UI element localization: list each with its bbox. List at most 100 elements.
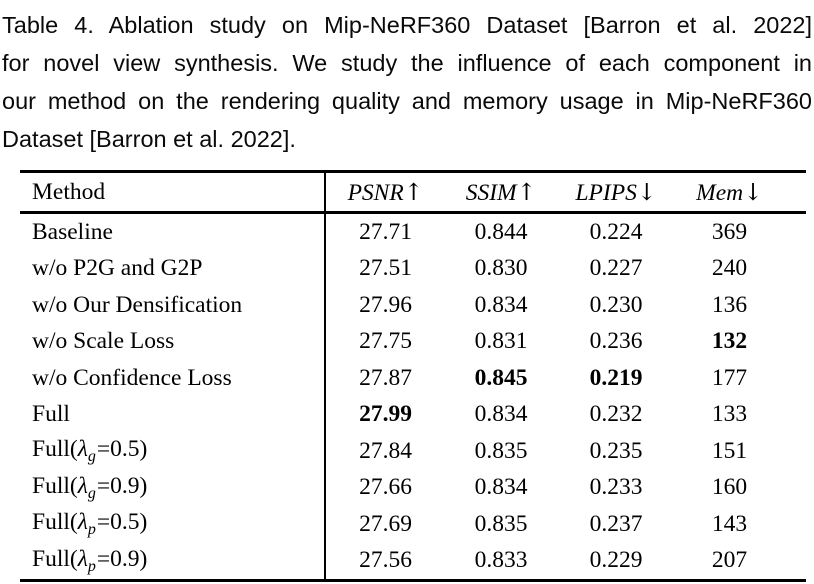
lambda-subscript: g: [87, 448, 96, 466]
col-header-mem: Mem↓: [675, 171, 806, 214]
cell-ssim: 0.833: [474, 547, 528, 574]
method-label: w/o Our Densification: [32, 291, 243, 318]
cell-psnr: 27.56: [359, 547, 412, 574]
cell-mem: 207: [711, 547, 748, 574]
method-label: Full(: [32, 472, 78, 499]
cell-psnr: 27.66: [359, 474, 412, 501]
method-label-suffix: =0.5): [96, 509, 148, 536]
method-label: Baseline: [32, 218, 113, 245]
table-row: w/o Confidence Loss 27.87 0.845 0.219 17…: [20, 360, 806, 397]
cell-method: w/o Scale Loss: [20, 323, 326, 360]
cell-lpips: 0.224: [589, 218, 643, 245]
down-arrow-icon: ↓: [743, 177, 763, 206]
cell-mem: 177: [711, 364, 748, 391]
col-header-psnr: PSNR↑: [325, 171, 445, 214]
cell-psnr: 27.75: [359, 328, 412, 355]
table-row: w/o P2G and G2P 27.51 0.830 0.227 240: [20, 250, 806, 287]
col-header-lpips-label: LPIPS: [575, 179, 637, 206]
table-row: Baseline 27.71 0.844 0.224 369: [20, 212, 806, 251]
cell-mem: 160: [711, 474, 748, 501]
up-arrow-icon: ↑: [516, 177, 537, 206]
cell-lpips: 0.230: [589, 291, 643, 318]
cell-mem: 132: [711, 328, 748, 355]
method-label: Full(: [32, 436, 78, 463]
cell-lpips: 0.237: [589, 510, 643, 537]
cell-mem: 133: [711, 401, 748, 428]
caption-line: Table 4. Ablation study on Mip-NeRF360 D…: [2, 12, 812, 38]
method-label-suffix: =0.9): [96, 472, 148, 499]
cell-method: Full: [20, 396, 326, 433]
col-header-method: Method: [20, 171, 326, 214]
cell-method: w/o Confidence Loss: [20, 360, 326, 397]
lambda-symbol: λ: [77, 436, 88, 463]
table-row: w/o Our Densification 27.96 0.834 0.230 …: [20, 287, 806, 324]
table-row: w/o Scale Loss 27.75 0.831 0.236 132: [20, 323, 806, 360]
lambda-symbol: λ: [77, 472, 88, 499]
table-row: Full 27.99 0.834 0.232 133: [20, 396, 806, 433]
cell-lpips: 0.232: [589, 401, 643, 428]
cell-lpips: 0.236: [589, 328, 643, 355]
cell-ssim: 0.835: [474, 510, 528, 537]
cell-psnr: 27.99: [359, 401, 412, 428]
ablation-table: Method PSNR↑ SSIM↑ LPIPS↓ Mem↓ Baseline …: [20, 170, 806, 582]
cell-mem: 136: [711, 291, 748, 318]
method-label: Full(: [32, 545, 78, 572]
cell-psnr: 27.71: [359, 218, 412, 245]
cell-ssim: 0.830: [474, 255, 528, 282]
lambda-subscript: p: [87, 521, 96, 539]
cell-mem: 240: [711, 255, 748, 282]
cell-lpips: 0.227: [589, 255, 643, 282]
cell-method: Full(λg=0.5): [20, 433, 326, 470]
lambda-symbol: λ: [77, 509, 88, 536]
col-header-mem-label: Mem: [696, 179, 744, 206]
table-row: Full(λg=0.5) 27.84 0.835 0.235 151: [20, 433, 806, 470]
caption-line: Dataset [Barron et al. 2022].: [2, 126, 296, 152]
cell-mem: 151: [711, 437, 748, 464]
caption-line: our method on the rendering quality and …: [2, 88, 812, 114]
cell-method: Full(λp=0.5): [20, 506, 326, 543]
cell-lpips: 0.219: [589, 364, 643, 391]
col-header-lpips: LPIPS↓: [557, 171, 675, 214]
cell-method: w/o Our Densification: [20, 287, 326, 324]
cell-ssim: 0.834: [474, 291, 528, 318]
method-label-suffix: =0.9): [96, 545, 148, 572]
lambda-subscript: g: [87, 484, 96, 502]
cell-method: w/o P2G and G2P: [20, 250, 326, 287]
header-row: Method PSNR↑ SSIM↑ LPIPS↓ Mem↓: [20, 171, 806, 214]
col-header-psnr-label: PSNR: [347, 179, 404, 206]
caption-line: for novel view synthesis. We study the i…: [2, 50, 812, 76]
cell-psnr: 27.84: [359, 437, 412, 464]
col-header-ssim-label: SSIM: [465, 179, 517, 206]
method-label: w/o P2G and G2P: [32, 255, 203, 282]
cell-lpips: 0.235: [589, 437, 643, 464]
cell-psnr: 27.51: [359, 255, 412, 282]
up-arrow-icon: ↑: [403, 177, 424, 206]
table-row: Full(λp=0.9) 27.56 0.833 0.229 207: [20, 542, 806, 581]
cell-lpips: 0.233: [589, 474, 643, 501]
cell-psnr: 27.87: [359, 364, 412, 391]
cell-ssim: 0.835: [474, 437, 528, 464]
method-label: w/o Confidence Loss: [32, 364, 232, 391]
cell-method: Baseline: [20, 212, 326, 251]
cell-ssim: 0.834: [474, 474, 528, 501]
cell-ssim: 0.845: [474, 364, 528, 391]
method-label-suffix: =0.5): [96, 436, 148, 463]
cell-lpips: 0.229: [589, 547, 643, 574]
table-row: Full(λg=0.9) 27.66 0.834 0.233 160: [20, 469, 806, 506]
table-row: Full(λp=0.5) 27.69 0.835 0.237 143: [20, 506, 806, 543]
table-caption: Table 4. Ablation study on Mip-NeRF360 D…: [0, 0, 814, 158]
col-header-ssim: SSIM↑: [445, 171, 557, 214]
cell-method: Full(λg=0.9): [20, 469, 326, 506]
cell-psnr: 27.96: [359, 291, 412, 318]
cell-ssim: 0.844: [474, 218, 528, 245]
down-arrow-icon: ↓: [636, 177, 657, 206]
ablation-table-container: Method PSNR↑ SSIM↑ LPIPS↓ Mem↓ Baseline …: [20, 170, 806, 582]
lambda-subscript: p: [87, 557, 96, 575]
cell-ssim: 0.831: [474, 328, 528, 355]
method-label: Full: [32, 401, 70, 428]
method-label: Full(: [32, 509, 78, 536]
cell-method: Full(λp=0.9): [20, 542, 326, 581]
cell-psnr: 27.69: [359, 510, 412, 537]
lambda-symbol: λ: [77, 545, 88, 572]
cell-mem: 143: [711, 510, 748, 537]
